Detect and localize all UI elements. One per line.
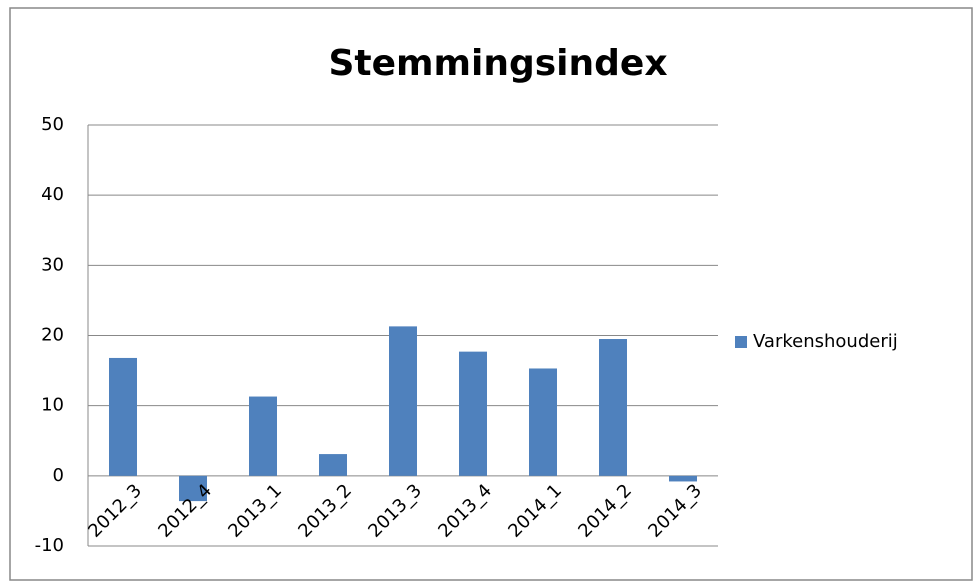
bar bbox=[389, 326, 417, 476]
y-tick-label: 50 bbox=[41, 114, 64, 135]
bar bbox=[529, 368, 557, 476]
legend-swatch bbox=[735, 336, 747, 348]
bar bbox=[109, 357, 137, 476]
chart-title: Stemmingsindex bbox=[328, 43, 667, 84]
y-tick-label: 10 bbox=[41, 395, 64, 416]
chart-border bbox=[9, 7, 973, 581]
y-tick-label: 30 bbox=[41, 254, 64, 275]
y-tick-label: 40 bbox=[41, 184, 64, 205]
bar bbox=[669, 475, 697, 482]
y-tick-label: 0 bbox=[53, 465, 64, 486]
legend-label: Varkenshouderij bbox=[753, 331, 898, 352]
y-tick-label: -10 bbox=[35, 535, 64, 556]
bar bbox=[249, 396, 277, 476]
bar bbox=[459, 351, 487, 476]
bar bbox=[599, 339, 627, 476]
y-tick-label: 20 bbox=[41, 325, 64, 346]
bar bbox=[179, 475, 207, 502]
bar bbox=[319, 454, 347, 476]
